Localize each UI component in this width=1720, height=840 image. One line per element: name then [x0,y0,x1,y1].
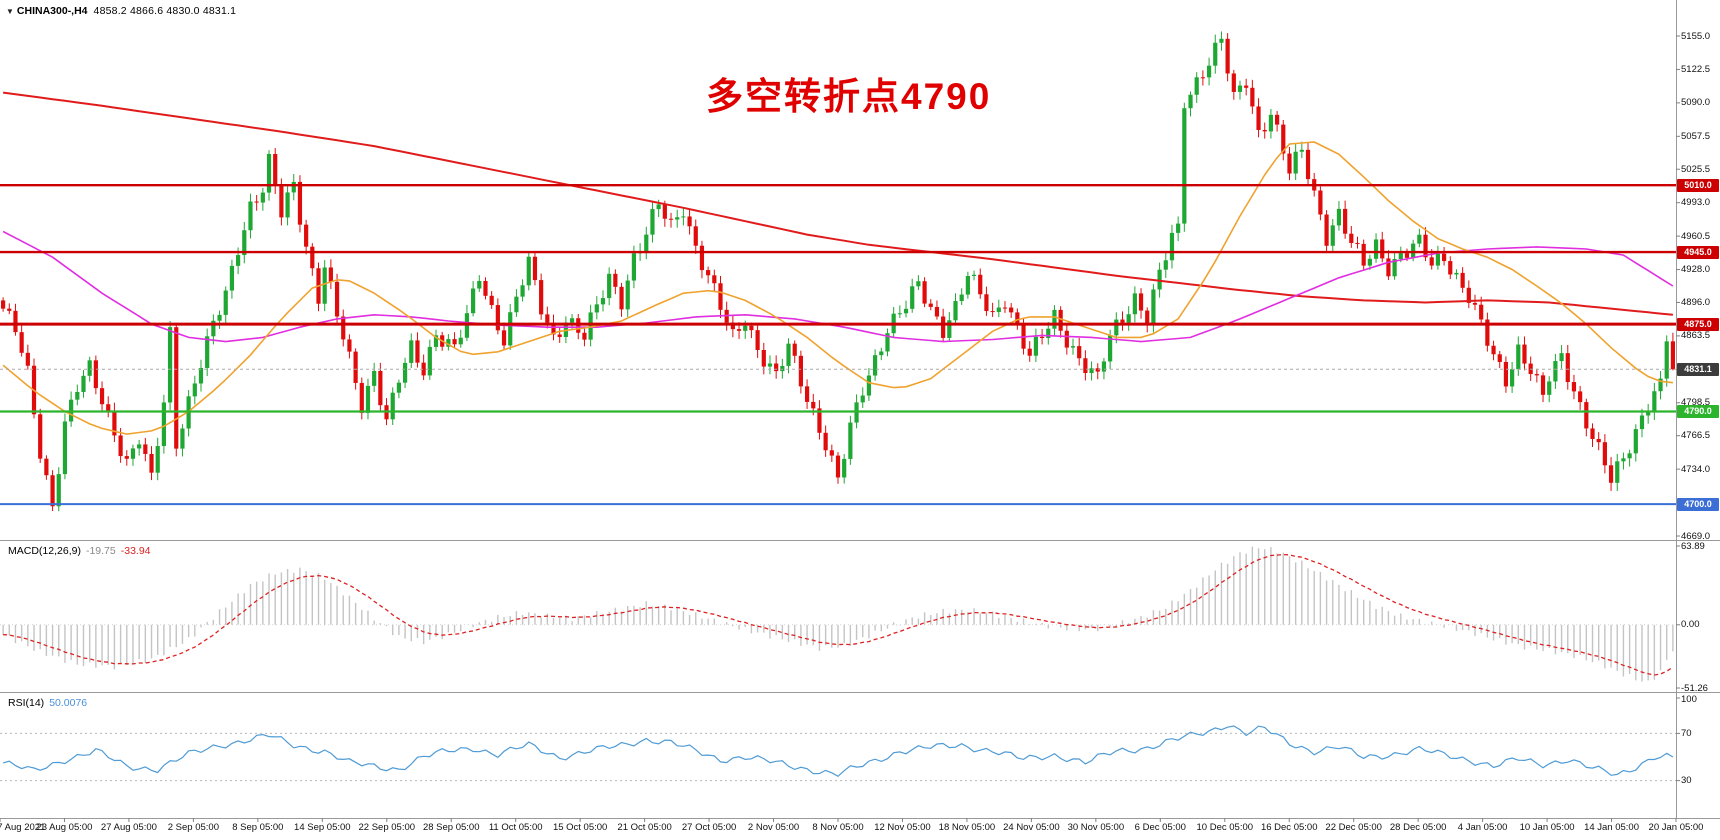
ma-mid-magenta [2,230,1674,343]
rsi-panel [0,725,1676,782]
macd-name: MACD(12,26,9) [8,545,81,557]
rsi-line [2,725,1674,778]
ohlc-toggle-icon[interactable]: ▼ [6,7,14,16]
symbol-info: ▼ CHINA300-,H4 4858.2 4866.6 4830.0 4831.1 [6,5,236,17]
annotation-text: 多空转折点4790 [706,76,992,117]
main-price-panel [0,31,1676,512]
ma-slow-red [2,91,1673,316]
panel-frame [0,0,1720,822]
macd-signal-value: -33.94 [120,545,151,557]
macd-indicator-label: MACD(12,26,9) -19.75 -33.94 [8,545,151,557]
macd-panel [0,546,1676,682]
ma-fast-orange [2,141,1673,435]
macd-main-value: -19.75 [85,545,116,557]
ohlc-quote-values: 4858.2 4866.6 4830.0 4831.1 [93,5,237,17]
rsi-indicator-label: RSI(14) 50.0076 [8,697,87,709]
macd-signal-line [3,553,1674,676]
rsi-value: 50.0076 [49,697,88,709]
symbol-timeframe-label: CHINA300-,H4 [16,5,88,17]
rsi-name: RSI(14) [8,697,45,709]
